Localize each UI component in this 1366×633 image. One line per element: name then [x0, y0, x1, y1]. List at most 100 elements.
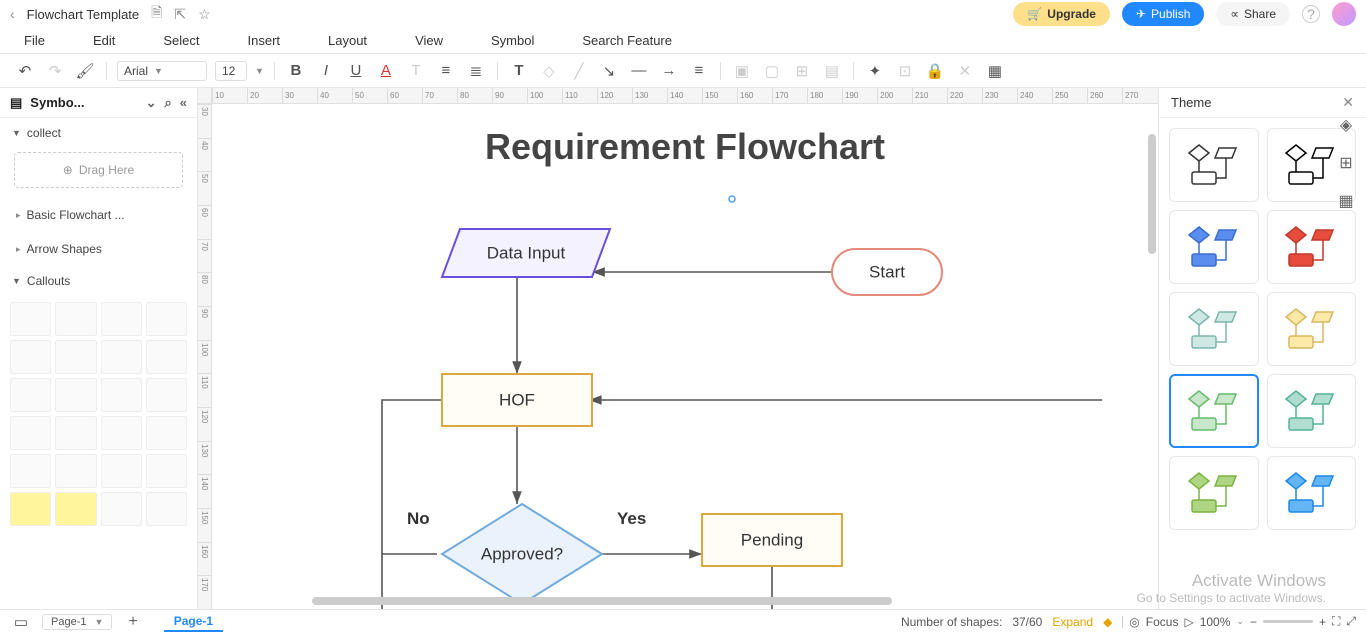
- play-icon[interactable]: ▷: [1184, 615, 1193, 629]
- callout-thumb[interactable]: [10, 302, 51, 336]
- callout-thumb[interactable]: [146, 302, 187, 336]
- zoom-in-button[interactable]: +: [1319, 615, 1326, 629]
- share-button[interactable]: ∝ Share: [1216, 2, 1290, 26]
- theme-option-8[interactable]: [1169, 456, 1259, 530]
- font-color-button[interactable]: A: [375, 60, 397, 82]
- canvas-area[interactable]: 1020304050607080901001101201301401501601…: [198, 88, 1158, 609]
- callout-thumb[interactable]: [101, 302, 142, 336]
- theme-option-3[interactable]: [1267, 210, 1357, 284]
- menu-view[interactable]: View: [411, 31, 447, 50]
- distribute-button[interactable]: ▤: [821, 60, 843, 82]
- ungroup-button[interactable]: ▢: [761, 60, 783, 82]
- add-page-button[interactable]: +: [122, 613, 143, 631]
- menu-insert[interactable]: Insert: [244, 31, 285, 50]
- theme-option-2[interactable]: [1169, 210, 1259, 284]
- callout-thumb[interactable]: [10, 378, 51, 412]
- upgrade-button[interactable]: 🛒 Upgrade: [1013, 2, 1110, 26]
- redo-button[interactable]: ↷: [44, 60, 66, 82]
- callout-thumb[interactable]: [55, 340, 96, 374]
- zoom-chevron-icon[interactable]: ⌄: [1236, 616, 1244, 627]
- callout-thumb[interactable]: [101, 416, 142, 450]
- fit-icon[interactable]: ⛶: [1332, 614, 1340, 629]
- menu-file[interactable]: File: [20, 31, 49, 50]
- search-icon[interactable]: ⌕: [164, 95, 171, 111]
- font-select[interactable]: Arial▼: [117, 61, 207, 81]
- callout-thumb[interactable]: [55, 492, 96, 526]
- callout-thumb[interactable]: [146, 416, 187, 450]
- help-icon[interactable]: ?: [1302, 5, 1320, 23]
- menu-select[interactable]: Select: [159, 31, 203, 50]
- callout-thumb[interactable]: [55, 302, 96, 336]
- theme-option-9[interactable]: [1267, 456, 1357, 530]
- table-button[interactable]: ▦: [984, 60, 1006, 82]
- save-icon[interactable]: 🗎: [151, 2, 162, 26]
- page-select[interactable]: Page-1▼: [42, 614, 112, 630]
- style-rail-icon[interactable]: ◈: [1335, 114, 1357, 136]
- callout-thumb[interactable]: [55, 454, 96, 488]
- expand-link[interactable]: Expand: [1052, 615, 1093, 629]
- fontsize-select[interactable]: 12: [215, 61, 247, 81]
- pages-icon[interactable]: ▭: [10, 611, 32, 633]
- arrow-style-button[interactable]: →: [658, 60, 680, 82]
- horizontal-scrollbar[interactable]: [312, 597, 892, 605]
- star-icon[interactable]: ☆: [198, 6, 211, 23]
- menu-search-feature[interactable]: Search Feature: [578, 31, 676, 50]
- line-color-button[interactable]: ╱: [568, 60, 590, 82]
- lock-button[interactable]: 🔒: [924, 60, 946, 82]
- collapse-panel-icon[interactable]: «: [180, 95, 187, 110]
- focus-icon[interactable]: ◎: [1129, 615, 1139, 629]
- crop-button[interactable]: ⊡: [894, 60, 916, 82]
- insert-rail-icon[interactable]: ⊞: [1335, 152, 1357, 174]
- callout-thumb[interactable]: [146, 340, 187, 374]
- export-icon[interactable]: ⇱: [174, 6, 186, 23]
- group-button[interactable]: ▣: [731, 60, 753, 82]
- callout-thumb[interactable]: [10, 492, 51, 526]
- theme-option-7[interactable]: [1267, 374, 1357, 448]
- underline-button[interactable]: U: [345, 60, 367, 82]
- arrow-shapes-category[interactable]: ▸Arrow Shapes: [0, 232, 197, 266]
- fontsize-chevron-icon[interactable]: ▼: [255, 66, 264, 76]
- callout-thumb[interactable]: [146, 454, 187, 488]
- connector-button[interactable]: ↘: [598, 60, 620, 82]
- undo-button[interactable]: ↶: [14, 60, 36, 82]
- callout-thumb[interactable]: [101, 340, 142, 374]
- text-effect-button[interactable]: T: [405, 60, 427, 82]
- line-weight-button[interactable]: ≡: [688, 60, 710, 82]
- zoom-out-button[interactable]: −: [1250, 615, 1257, 629]
- avatar[interactable]: [1332, 2, 1356, 26]
- menu-layout[interactable]: Layout: [324, 31, 371, 50]
- line-style-button[interactable]: —: [628, 60, 650, 82]
- menu-edit[interactable]: Edit: [89, 31, 119, 50]
- callout-thumb[interactable]: [146, 378, 187, 412]
- bold-button[interactable]: B: [285, 60, 307, 82]
- callout-thumb[interactable]: [55, 378, 96, 412]
- callout-thumb[interactable]: [10, 340, 51, 374]
- focus-label[interactable]: Focus: [1146, 615, 1179, 629]
- align-left-button[interactable]: ≡: [435, 60, 457, 82]
- publish-button[interactable]: ✈ Publish: [1122, 2, 1204, 26]
- theme-option-5[interactable]: [1267, 292, 1357, 366]
- callout-thumb[interactable]: [10, 416, 51, 450]
- theme-option-6[interactable]: [1169, 374, 1259, 448]
- vertical-scrollbar[interactable]: [1148, 134, 1156, 254]
- italic-button[interactable]: I: [315, 60, 337, 82]
- callout-thumb[interactable]: [101, 492, 142, 526]
- theme-option-4[interactable]: [1169, 292, 1259, 366]
- align-v-button[interactable]: ≣: [465, 60, 487, 82]
- page-tab[interactable]: Page-1: [164, 612, 223, 632]
- zoom-slider[interactable]: [1263, 620, 1313, 623]
- callout-thumb[interactable]: [101, 454, 142, 488]
- basic-flowchart-category[interactable]: ▸Basic Flowchart ...: [0, 198, 197, 232]
- text-tool-button[interactable]: T: [508, 60, 530, 82]
- format-painter-button[interactable]: 🖌: [74, 60, 96, 82]
- fill-button[interactable]: ◇: [538, 60, 560, 82]
- fullscreen-icon[interactable]: ⤢: [1346, 614, 1356, 629]
- theme-option-0[interactable]: [1169, 128, 1259, 202]
- callout-thumb[interactable]: [10, 454, 51, 488]
- tools-button[interactable]: ✕: [954, 60, 976, 82]
- align-button[interactable]: ⊞: [791, 60, 813, 82]
- callout-thumb[interactable]: [146, 492, 187, 526]
- symbols-expand-icon[interactable]: ⌄: [146, 95, 157, 111]
- callouts-section[interactable]: ▼Callouts: [0, 266, 197, 296]
- callout-thumb[interactable]: [101, 378, 142, 412]
